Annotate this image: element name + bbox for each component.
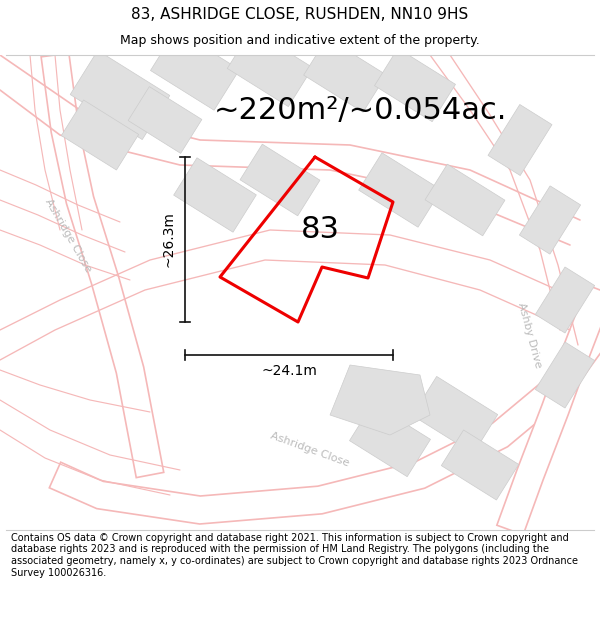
Polygon shape [227, 29, 313, 107]
Polygon shape [49, 322, 600, 524]
Polygon shape [535, 267, 595, 333]
Polygon shape [425, 164, 505, 236]
Text: Ashridge Close: Ashridge Close [43, 196, 93, 274]
Polygon shape [61, 100, 139, 170]
Text: 83, ASHRIDGE CLOSE, RUSHDEN, NN10 9HS: 83, ASHRIDGE CLOSE, RUSHDEN, NN10 9HS [131, 8, 469, 22]
Polygon shape [497, 285, 600, 535]
Polygon shape [412, 376, 498, 454]
Polygon shape [151, 30, 239, 110]
Polygon shape [70, 51, 170, 139]
Polygon shape [240, 144, 320, 216]
Text: 83: 83 [301, 216, 340, 244]
Text: Ashby Drive: Ashby Drive [517, 301, 544, 369]
Polygon shape [520, 186, 581, 254]
Polygon shape [535, 342, 595, 408]
Polygon shape [442, 430, 518, 500]
Polygon shape [41, 53, 164, 478]
Polygon shape [350, 403, 430, 477]
Polygon shape [330, 365, 430, 435]
Polygon shape [359, 152, 442, 228]
Text: Map shows position and indicative extent of the property.: Map shows position and indicative extent… [120, 34, 480, 47]
Polygon shape [374, 48, 455, 122]
Text: ~24.1m: ~24.1m [261, 364, 317, 378]
Text: ~26.3m: ~26.3m [162, 211, 176, 268]
Polygon shape [173, 158, 256, 232]
Text: ~220m²/~0.054ac.: ~220m²/~0.054ac. [214, 96, 506, 124]
Text: Ashridge Close: Ashridge Close [269, 431, 351, 469]
Polygon shape [304, 38, 386, 112]
Polygon shape [488, 104, 552, 176]
Text: Contains OS data © Crown copyright and database right 2021. This information is : Contains OS data © Crown copyright and d… [11, 533, 578, 578]
Polygon shape [128, 87, 202, 153]
